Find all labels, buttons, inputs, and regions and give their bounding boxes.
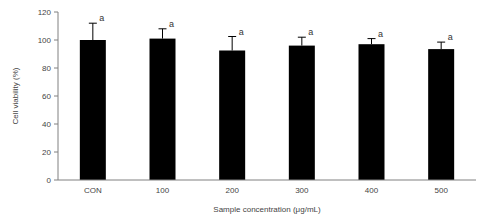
- x-tick-label: 400: [365, 186, 379, 195]
- significance-letter: a: [448, 32, 453, 42]
- error-stem: [162, 29, 163, 39]
- y-tick-label: 60: [42, 92, 51, 101]
- error-stem: [441, 42, 442, 49]
- significance-letter: a: [169, 19, 174, 29]
- x-tick-label: CON: [84, 186, 102, 195]
- significance-letter: a: [378, 29, 383, 39]
- bar: [219, 51, 245, 181]
- error-stem: [301, 37, 302, 45]
- error-stem: [232, 37, 233, 51]
- error-cap: [368, 38, 376, 39]
- chart-svg: a a a a a a 0 20 40 60 80 100 120 CON 100 200 300 400 500 S…: [0, 0, 494, 220]
- y-tick: [54, 180, 58, 181]
- error-cap: [437, 42, 445, 43]
- y-tick-label: 100: [38, 36, 52, 45]
- bar: [428, 49, 454, 180]
- error-cap: [228, 36, 236, 37]
- y-tick-label: 120: [38, 8, 52, 17]
- error-bar: [298, 37, 306, 45]
- error-bar: [89, 23, 97, 40]
- error-cap: [89, 23, 97, 24]
- bar: [80, 40, 106, 180]
- x-tick-label: 300: [295, 186, 309, 195]
- y-axis-title: Cell viability (%): [11, 67, 20, 124]
- y-tick-label: 20: [42, 148, 51, 157]
- x-tick-label: 100: [156, 186, 170, 195]
- error-cap: [298, 37, 306, 38]
- y-tick-label: 0: [47, 176, 52, 185]
- bar: [359, 44, 385, 180]
- bars: [80, 23, 454, 180]
- y-tick: [54, 152, 58, 153]
- bar: [289, 46, 315, 180]
- y-tick-label: 80: [42, 64, 51, 73]
- bar: [150, 39, 176, 180]
- y-tick-label: 40: [42, 120, 51, 129]
- error-bar: [437, 42, 445, 49]
- error-cap: [159, 28, 167, 29]
- y-tick: [54, 96, 58, 97]
- chart-container: a a a a a a 0 20 40 60 80 100 120 CON 100 200 300 400 500 S…: [0, 0, 494, 220]
- x-tick-label: 500: [434, 186, 448, 195]
- y-tick: [54, 124, 58, 125]
- y-tick: [54, 12, 58, 13]
- x-axis-title: Sample concentration (μg/mL): [213, 205, 321, 214]
- x-axis: [58, 180, 476, 181]
- error-stem: [371, 39, 372, 45]
- x-tick-label: 200: [225, 186, 239, 195]
- significance-letter: a: [308, 27, 313, 37]
- y-tick: [54, 40, 58, 41]
- y-tick: [54, 68, 58, 69]
- significance-letter: a: [239, 27, 244, 37]
- significance-letter: a: [99, 13, 104, 23]
- error-bar: [228, 37, 236, 51]
- error-stem: [92, 23, 93, 40]
- error-bar: [368, 39, 376, 45]
- error-bar: [159, 29, 167, 39]
